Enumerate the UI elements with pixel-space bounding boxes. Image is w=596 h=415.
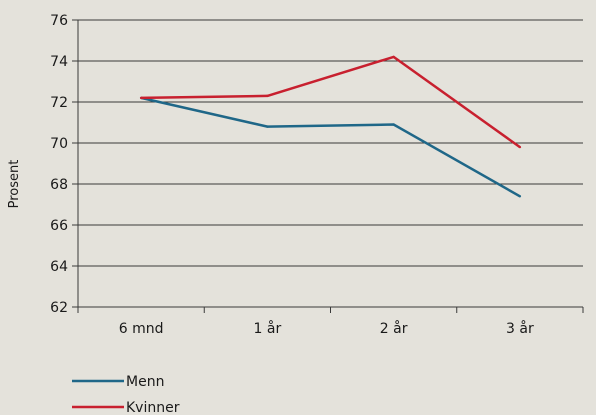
y-tick-label: 72 xyxy=(50,95,68,111)
legend-label-menn: Menn xyxy=(126,374,164,390)
series-line-kvinner xyxy=(141,55,521,149)
data-point-kvinner xyxy=(518,145,522,149)
y-tick-label: 68 xyxy=(50,177,68,193)
data-point-kvinner xyxy=(139,96,143,100)
axes: 62 64 66 68 70 72 74 76 6 mnd 1 år 2 år 3 år xyxy=(50,13,584,337)
data-point-menn xyxy=(392,123,395,126)
legend: Menn Kvinner xyxy=(72,374,180,415)
y-tick-label: 62 xyxy=(50,300,68,316)
y-tick-label: 66 xyxy=(50,218,68,234)
y-tick-label: 74 xyxy=(50,54,68,70)
x-tick-label: 3 år xyxy=(506,320,534,337)
x-tick-label: 2 år xyxy=(380,320,408,337)
x-tick-label: 1 år xyxy=(254,320,282,337)
legend-label-kvinner: Kvinner xyxy=(126,400,180,415)
data-point-menn xyxy=(518,195,522,198)
data-point-kvinner xyxy=(392,55,395,59)
series-lines xyxy=(139,55,522,198)
y-axis-title: Prosent xyxy=(7,160,22,209)
y-tick-label: 64 xyxy=(50,259,68,275)
gridlines xyxy=(78,19,583,267)
x-tick-label: 6 mnd xyxy=(119,321,164,337)
data-point-menn xyxy=(266,125,269,128)
data-point-kvinner xyxy=(266,94,269,98)
y-tick-label: 70 xyxy=(50,136,68,152)
series-line-menn xyxy=(140,96,521,198)
y-tick-label: 76 xyxy=(50,13,68,29)
